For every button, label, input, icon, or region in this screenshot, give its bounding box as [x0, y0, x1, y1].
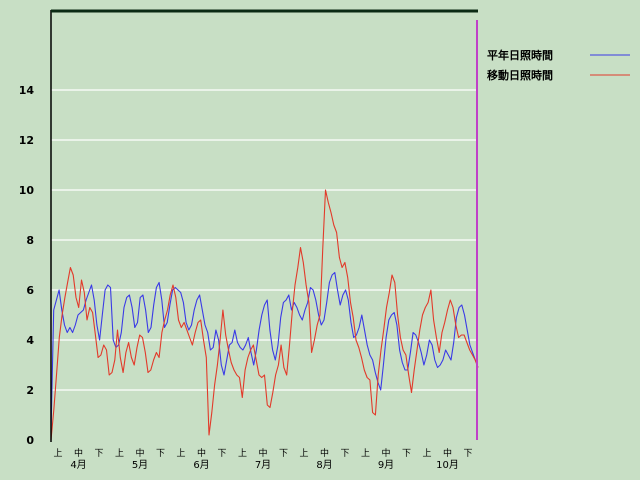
x-month-label: 6月 [193, 459, 209, 471]
x-dekad-label: 下 [279, 449, 288, 459]
y-tick-label: 12 [19, 134, 34, 147]
x-dekad-label: 上 [299, 448, 308, 459]
series-line-1 [50, 189, 479, 441]
x-dekad-label: 上 [238, 448, 247, 459]
x-dekad-label: 上 [361, 448, 370, 459]
x-dekad-label: 下 [94, 449, 103, 459]
y-tick-label: 14 [19, 84, 35, 97]
x-dekad-label: 下 [402, 449, 411, 459]
legend: 平年日照時間 移動日照時間 [487, 48, 630, 82]
x-dekad-label: 上 [115, 448, 124, 459]
y-tick-label: 10 [19, 184, 35, 197]
x-dekad-label: 中 [197, 447, 206, 459]
x-month-label: 8月 [316, 459, 332, 471]
y-tick-label: 0 [26, 434, 34, 447]
x-month-label: 7月 [255, 459, 271, 471]
legend-label-moving: 移動日照時間 [487, 68, 553, 82]
y-tick-label: 6 [26, 284, 34, 297]
x-dekad-label: 中 [443, 447, 452, 459]
series-line-0 [50, 271, 479, 433]
series-lines [50, 189, 479, 441]
y-tick-label: 4 [26, 334, 34, 347]
x-dekad-label: 下 [463, 449, 472, 459]
y-axis-ticks: 0 2 4 6 8 10 12 14 [19, 84, 35, 447]
x-month-label: 4月 [70, 459, 86, 471]
y-tick-label: 8 [26, 234, 34, 247]
x-month-label: 10月 [436, 459, 459, 471]
legend-label-normal: 平年日照時間 [487, 48, 553, 62]
x-dekad-label: 下 [156, 449, 165, 459]
x-axis-ticks: 上中下4月上中下5月上中下6月上中下7月上中下8月上中下9月上中下10月 [53, 447, 472, 471]
x-month-label: 5月 [132, 459, 148, 471]
x-dekad-label: 中 [74, 447, 83, 459]
x-dekad-label: 上 [422, 448, 431, 459]
x-dekad-label: 中 [320, 447, 329, 459]
x-dekad-label: 中 [135, 447, 144, 459]
x-dekad-label: 中 [258, 447, 267, 459]
x-dekad-label: 上 [176, 448, 185, 459]
x-dekad-label: 下 [217, 449, 226, 459]
x-dekad-label: 下 [340, 449, 349, 459]
x-dekad-label: 上 [53, 448, 62, 459]
grid-lines [51, 89, 478, 391]
x-month-label: 9月 [378, 459, 394, 471]
y-tick-label: 2 [26, 384, 34, 397]
x-dekad-label: 中 [381, 447, 390, 459]
